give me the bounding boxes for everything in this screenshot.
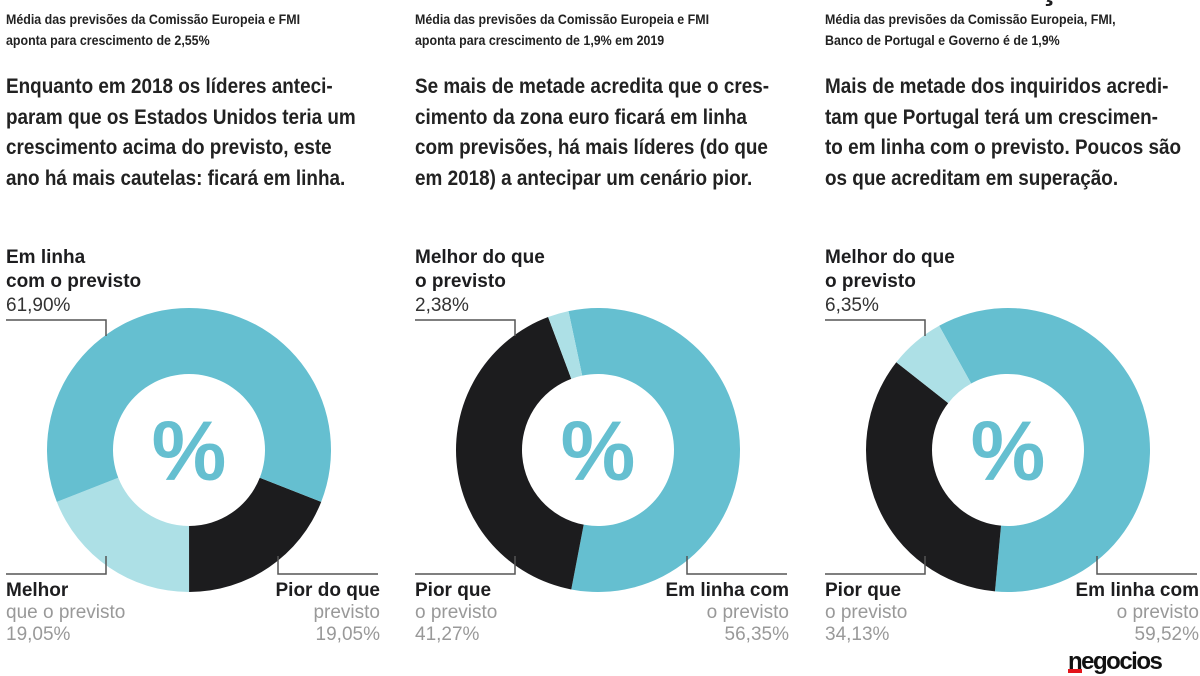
leader-line <box>415 556 516 575</box>
leader-line <box>6 319 107 336</box>
label-br: Pior do que previsto 19,05% <box>275 580 381 645</box>
panel-title: EM SUPERAÇÃO <box>825 0 1115 6</box>
panel-body-text: Enquanto em 2018 os líderes anteci-param… <box>6 75 356 190</box>
panel-subtitle: Média das previsões da Comissão Europeia… <box>825 12 1116 48</box>
panel-title: PREVISÕES <box>6 0 212 6</box>
label-bl: Melhor que o previsto 19,05% <box>6 580 126 645</box>
donut-slice <box>939 307 1150 592</box>
donut-slice <box>548 311 583 379</box>
panel-subtitle: Média das previsões da Comissão Europeia… <box>6 12 301 48</box>
leader-line <box>686 556 787 575</box>
donut-chart: % <box>415 307 787 592</box>
donut-slice <box>56 477 190 592</box>
donut-chart: % <box>6 308 378 592</box>
panel-body-text: Mais de metade dos inquiridos acredi-tam… <box>825 75 1182 190</box>
donut-slice <box>456 317 584 590</box>
leader-line <box>825 319 926 336</box>
percent-symbol: % <box>561 404 636 498</box>
leader-line <box>825 556 926 575</box>
leader-line <box>1096 556 1197 575</box>
leader-line <box>6 556 107 575</box>
panel-subtitle: Média das previsões da Comissão Europeia… <box>415 12 710 48</box>
panel-title: SUSCITA DÚVIDAS <box>415 0 738 6</box>
label-bl: Pior que o previsto 34,13% <box>825 580 908 645</box>
percent-symbol: % <box>971 404 1046 498</box>
label-top: Melhor do que o previsto 2,38% <box>415 247 545 316</box>
leader-line <box>277 556 378 575</box>
label-top: Melhor do que o previsto 6,35% <box>825 247 955 316</box>
donut-slice <box>47 308 332 502</box>
chart-panel: % EM SUPERAÇÃO Média das previsões da Comi… <box>825 0 1200 676</box>
donut-slice <box>189 477 322 592</box>
chart-panel: % PREVISÕES Média das previsões da Comissã… <box>6 0 386 676</box>
chart-panel: % SUSCITA DÚVIDAS Média das previsões da C… <box>415 0 795 676</box>
leader-line <box>415 319 516 336</box>
donut-chart: % <box>825 307 1197 592</box>
donut-slice <box>896 325 972 404</box>
label-top: Em linha com o previsto 61,90% <box>6 247 142 316</box>
label-bl: Pior que o previsto 41,27% <box>415 580 498 645</box>
panel-body-text: Se mais de metade acredita que o cres-ci… <box>415 75 770 190</box>
label-br: Em linha com o previsto 59,52% <box>1075 580 1199 645</box>
percent-symbol: % <box>152 404 227 498</box>
donut-slice <box>866 362 1002 592</box>
label-br: Em linha com o previsto 56,35% <box>665 580 789 645</box>
donut-slice <box>568 307 740 592</box>
negocios-logo: negocios <box>1066 648 1164 675</box>
